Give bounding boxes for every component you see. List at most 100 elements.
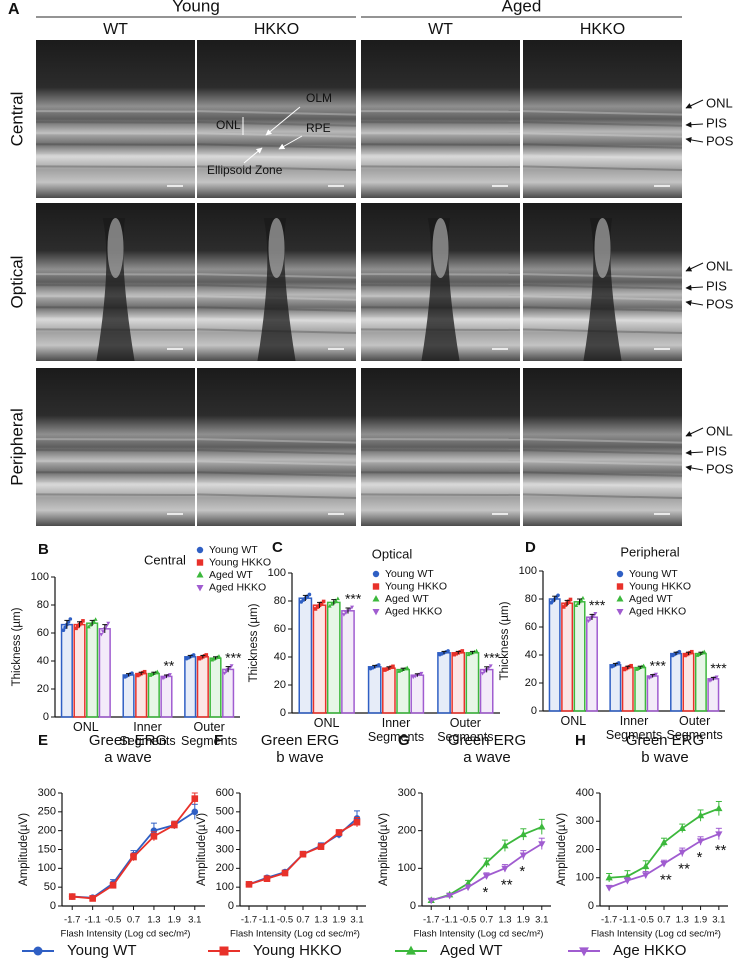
panel-label: E [38,732,48,749]
data-point [488,664,493,669]
data-point [321,599,326,604]
bar [209,657,222,718]
data-point [567,599,571,604]
image-annotation: RPE [306,121,331,135]
data-point [568,597,573,602]
bar [451,652,466,714]
y-tick-label: 0 [50,900,56,912]
bar [561,602,574,712]
retina-band [35,449,196,452]
bar [122,674,135,718]
x-tick-label: -1.7 [241,915,257,926]
panel-label: D [525,539,536,556]
y-tick-label: 50 [44,881,56,893]
data-point [319,601,324,606]
oct-image [197,40,356,198]
data-point [397,669,402,673]
layer-label: PIS [706,115,727,130]
retina-band [360,121,521,124]
x-tick-label-box: Outer Segments [667,715,723,742]
retina-band [196,165,357,171]
data-point [68,617,73,621]
y-tick-label: 200 [576,843,594,855]
data-point [353,818,361,826]
x-tick-label-box: ONL [560,715,586,728]
y-tick-label: 200 [398,825,416,837]
data-point [211,656,216,661]
data-point [605,884,613,892]
layer-label: POS [706,461,734,476]
legend-marker [196,546,204,554]
y-tick-label: 40 [525,649,537,661]
x-tick-label: -1.1 [259,915,275,926]
retina-band [360,143,521,146]
layer-arrow [685,284,704,291]
data-point [317,843,325,850]
legend-marker [372,608,380,616]
data-point [482,858,491,866]
data-point [142,669,147,674]
y-axis-label: Thickness (µm) [499,601,511,680]
annotation-arrow [243,147,263,164]
legend-label: Young HKKO [253,942,342,959]
data-point [419,671,424,676]
data-point [586,619,591,624]
data-point [466,652,471,657]
y-tick-label: 200 [38,825,56,837]
retina-band [196,460,357,466]
data-point [130,853,137,861]
legend-label: Young WT [629,568,678,580]
bar [707,678,720,712]
legend-label: Aged HKKO [209,581,266,593]
data-point [593,612,598,616]
data-point [715,831,723,838]
retina-band [35,132,196,135]
y-axis-label: Thickness (µm) [248,603,260,682]
y-tick-label: 400 [216,825,234,837]
bar [312,604,327,714]
optic-reflex [107,218,124,278]
retina-band [196,482,357,488]
significance: *** [589,597,606,613]
data-point [399,668,404,672]
data-point [333,598,338,602]
x-tick-label: Inner Segments [119,721,176,748]
retina-band [35,154,196,157]
data-point [376,663,381,667]
legend-marker [196,584,204,592]
data-point [150,833,158,840]
data-point [468,651,473,656]
retina-band [196,438,357,444]
layer-arrow [685,136,704,143]
bar [184,656,197,718]
chart-title-box: Green ERG b wave [260,733,340,766]
legend-marker [219,946,229,956]
legend-label: Aged WT [629,593,673,605]
bar [382,667,396,714]
data-point [335,829,343,836]
legend-marker [616,570,624,578]
data-point [690,649,694,654]
chart-title: Green ERG b wave [260,733,340,766]
data-point [383,668,387,672]
data-point [191,795,199,802]
bar [410,674,425,714]
y-tick-label: 100 [576,872,594,884]
retina-band [360,154,521,157]
legend-marker [372,570,380,578]
significance: * [519,863,525,880]
data-point [99,632,104,637]
bar [573,601,586,712]
y-tick-label: 0 [531,705,537,717]
data-point [341,613,346,617]
x-axis-label: Flash Intensity (Log cd sec/m²) [591,929,721,940]
legend-marker [579,947,589,957]
layer-label: ONL [706,258,733,273]
data-point [109,881,117,889]
data-point [454,651,458,656]
x-tick-label: -1.7 [423,915,439,926]
x-tick-label: -1.1 [84,915,100,926]
data-point [313,607,318,611]
data-point [167,673,172,677]
column-label: WT [103,21,128,38]
